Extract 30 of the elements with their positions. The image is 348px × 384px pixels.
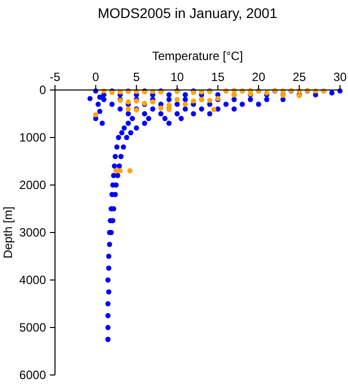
point <box>126 99 131 104</box>
point <box>93 112 98 118</box>
x-tick-label: 30 <box>333 70 347 84</box>
y-tick-label: 6000 <box>19 368 46 382</box>
y-axis-title: Depth [m] <box>1 206 15 259</box>
point <box>182 102 188 107</box>
x-axis-title: Temperature [°C] <box>152 49 243 63</box>
x-tick-label: 10 <box>170 70 184 84</box>
x-tick-label: 20 <box>252 70 266 84</box>
y-tick-label: 1000 <box>19 130 46 144</box>
point <box>190 98 196 104</box>
x-tick-label: 25 <box>292 70 306 84</box>
chart-title: MODS2005 in January, 2001 <box>98 5 278 21</box>
y-tick-label: 4000 <box>19 273 46 287</box>
y-tick-label: 3000 <box>19 226 46 240</box>
x-tick-label: 15 <box>211 70 225 84</box>
y-tick-label: 2000 <box>19 178 46 192</box>
point <box>174 96 180 102</box>
point <box>126 106 131 112</box>
x-tick-label: 0 <box>92 70 100 84</box>
y-tick-label: 5000 <box>19 320 46 334</box>
point <box>118 168 123 174</box>
point <box>127 168 133 174</box>
point <box>158 105 164 111</box>
x-tick-label: -5 <box>50 70 61 84</box>
point <box>211 106 216 112</box>
y-tick-label: 0 <box>39 83 46 97</box>
point <box>150 99 156 104</box>
point <box>207 98 212 104</box>
x-tick-label: 5 <box>133 70 140 84</box>
